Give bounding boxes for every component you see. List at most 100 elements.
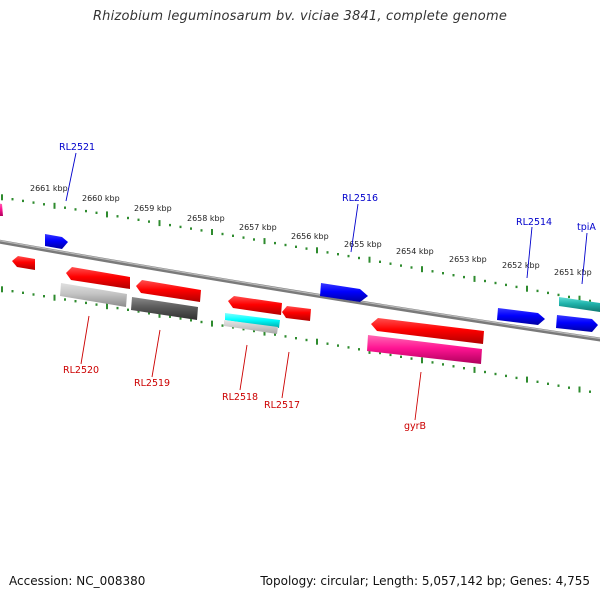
reverse-gene-feature[interactable]	[136, 280, 201, 302]
minor-tick	[337, 253, 339, 256]
minor-tick	[137, 218, 140, 221]
major-tick	[473, 275, 476, 282]
kbp-label: 2656 kbp	[291, 232, 329, 241]
major-tick	[263, 238, 266, 245]
minor-tick	[557, 293, 560, 297]
forward-gene-feature[interactable]	[45, 234, 68, 249]
forward-gene-feature[interactable]	[556, 315, 598, 332]
major-tick	[106, 303, 108, 310]
major-tick	[211, 229, 213, 235]
minor-tick	[95, 303, 98, 306]
reverse-features[interactable]	[12, 256, 484, 364]
minor-tick	[515, 376, 518, 380]
major-tick	[53, 294, 56, 301]
gene-labels: RL2521 RL2516 RL2514 tpiA RL2520 RL2519 …	[59, 142, 596, 432]
kbp-label: 2651 kbp	[554, 268, 592, 277]
reverse-gene-feature[interactable]	[66, 267, 130, 289]
minor-tick	[43, 203, 45, 206]
minor-tick	[568, 386, 570, 389]
minor-tick	[326, 342, 329, 345]
major-tick	[578, 386, 581, 393]
minor-tick	[22, 199, 24, 203]
gene-label-tpia: tpiA	[577, 222, 596, 233]
minor-tick	[95, 211, 98, 214]
kbp-label: 2652 kbp	[502, 261, 540, 270]
minor-tick	[400, 264, 402, 267]
genome-backbone	[0, 239, 600, 342]
kbp-label: 2658 kbp	[187, 214, 225, 223]
minor-tick	[589, 299, 591, 303]
minor-tick	[358, 348, 360, 351]
reverse-gene-feature[interactable]	[371, 318, 484, 344]
minor-tick	[169, 315, 171, 318]
minor-tick	[253, 329, 255, 333]
minor-tick	[200, 229, 203, 232]
kbp-label: 2653 kbp	[449, 255, 487, 264]
major-tick	[1, 286, 3, 293]
forward-features[interactable]	[0, 203, 600, 332]
minor-tick	[379, 260, 381, 263]
major-tick	[421, 266, 423, 273]
major-tick	[53, 202, 56, 209]
reverse-gene-feature[interactable]	[12, 256, 35, 270]
gene-label-rl2516: RL2516	[342, 193, 378, 204]
minor-tick	[43, 295, 45, 298]
label-leaders	[65, 152, 588, 421]
major-tick	[158, 220, 161, 227]
minor-tick	[127, 216, 129, 220]
forward-gene-feature[interactable]	[320, 283, 368, 302]
reverse-gene-feature[interactable]	[367, 335, 482, 364]
reverse-gene-feature[interactable]	[282, 306, 311, 321]
minor-tick	[305, 338, 308, 342]
minor-tick	[11, 198, 14, 201]
minor-tick	[169, 223, 171, 227]
minor-tick	[127, 308, 129, 311]
minor-tick	[484, 370, 486, 374]
gene-label-rl2520: RL2520	[63, 365, 99, 376]
major-tick	[158, 311, 161, 318]
minor-tick	[232, 234, 234, 237]
minor-tick	[410, 357, 413, 360]
minor-tick	[148, 312, 150, 315]
major-tick	[526, 285, 528, 292]
minor-tick	[347, 346, 350, 349]
map-title: Rhizobium leguminosarum bv. viciae 3841,…	[92, 9, 508, 24]
minor-tick	[305, 247, 308, 250]
minor-tick	[326, 251, 329, 254]
reverse-gene-feature[interactable]	[228, 296, 282, 315]
minor-tick	[200, 320, 203, 324]
minor-tick	[274, 241, 276, 245]
minor-tick	[242, 328, 245, 331]
minor-tick	[442, 272, 444, 275]
topology-summary: Topology: circular; Length: 5,057,142 bp…	[260, 574, 590, 588]
minor-tick	[221, 232, 224, 236]
gene-label-rl2514: RL2514	[516, 217, 552, 228]
major-tick	[526, 376, 528, 383]
minor-tick	[505, 374, 507, 378]
kbp-labels: 2661 kbp 2660 kbp 2659 kbp 2658 kbp 2657…	[30, 184, 592, 277]
forward-gene-feature[interactable]	[559, 297, 600, 312]
major-tick	[316, 338, 318, 345]
minor-tick	[463, 367, 465, 370]
minor-tick	[179, 317, 182, 320]
reverse-gene-feature[interactable]	[225, 313, 280, 328]
reverse-gene-feature[interactable]	[60, 283, 127, 307]
major-tick	[473, 366, 476, 373]
upper-tick-track	[1, 194, 591, 303]
minor-tick	[74, 208, 77, 211]
minor-tick	[547, 382, 549, 385]
minor-tick	[179, 225, 182, 229]
minor-tick	[505, 283, 507, 287]
minor-tick	[22, 291, 24, 294]
minor-tick	[253, 238, 255, 241]
minor-tick	[274, 333, 276, 336]
major-tick	[106, 211, 108, 218]
forward-gene-feature[interactable]	[497, 308, 545, 325]
forward-gene-feature[interactable]	[0, 203, 3, 216]
reverse-gene-feature[interactable]	[224, 320, 278, 334]
minor-tick	[484, 279, 486, 283]
reverse-gene-feature[interactable]	[131, 297, 198, 320]
gene-label-rl2519: RL2519	[134, 378, 170, 389]
minor-tick	[410, 266, 413, 269]
